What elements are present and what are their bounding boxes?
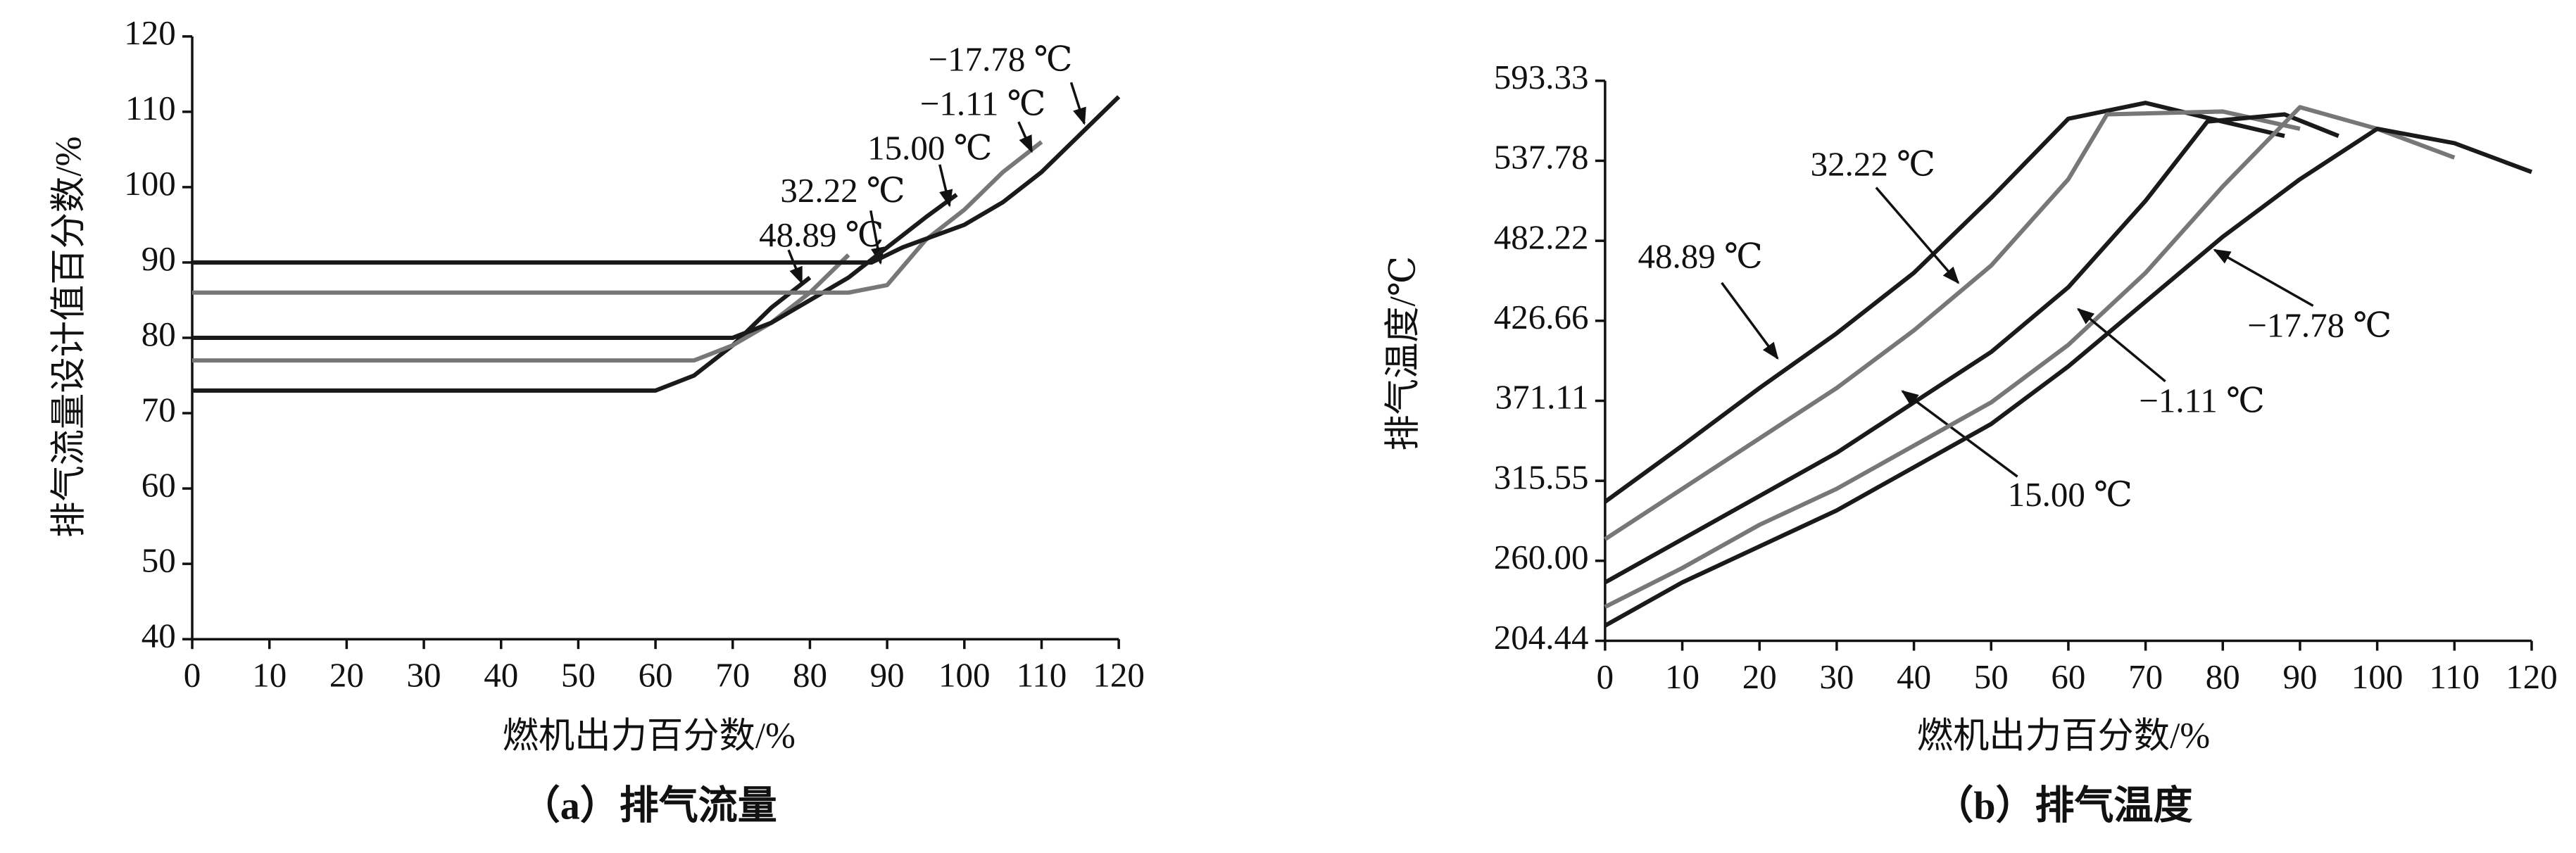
series-label: −1.11 ℃ (2139, 381, 2265, 420)
series-line (1604, 126, 2533, 628)
annotation-arrow (1901, 390, 2018, 478)
y-tick-label: 426.66 (1494, 298, 1589, 336)
series-line (192, 253, 850, 363)
y-tick-label: 482.22 (1494, 217, 1589, 256)
x-tick-label: 10 (252, 655, 287, 694)
x-tick-label: 40 (484, 655, 518, 694)
y-tick-label: 50 (142, 541, 176, 579)
x-tick-label: 80 (2206, 657, 2240, 696)
x-axis-label: 燃机出力百分数/% (1917, 716, 2210, 756)
x-tick-label: 50 (561, 655, 596, 694)
x-tick-label: 30 (1819, 657, 1854, 696)
y-axis-label: 排气温度/℃ (1383, 256, 1423, 451)
series-label: −17.78 ℃ (928, 39, 1072, 78)
annotation-arrow (938, 164, 953, 208)
chart-title: （a）排气流量 (521, 784, 777, 828)
series-label: 48.89 ℃ (759, 215, 884, 254)
y-tick-label: 120 (124, 13, 176, 52)
x-tick-label: 20 (329, 655, 364, 694)
series-label: 32.22 ℃ (780, 171, 905, 210)
chart-title: （b）排气温度 (1934, 784, 2192, 828)
series-line (1604, 105, 2456, 609)
annotation-arrow (2213, 248, 2314, 308)
series-label: −17.78 ℃ (2247, 305, 2392, 344)
x-tick-label: 100 (938, 655, 991, 694)
series-label: 15.00 ℃ (867, 128, 992, 167)
x-tick-label: 0 (1597, 657, 1614, 696)
y-tick-label: 60 (142, 465, 176, 504)
x-tick-label: 60 (2051, 657, 2085, 696)
x-tick-label: 100 (2351, 657, 2403, 696)
x-tick-label: 60 (639, 655, 673, 694)
x-tick-label: 30 (407, 655, 441, 694)
y-tick-label: 204.44 (1494, 618, 1589, 657)
series-label: 15.00 ℃ (2008, 475, 2132, 514)
y-tick-label: 260.00 (1494, 538, 1589, 576)
y-tick-label: 315.55 (1494, 457, 1589, 496)
x-tick-label: 110 (2429, 657, 2480, 696)
series-line (192, 95, 1121, 265)
y-tick-label: 70 (142, 390, 176, 429)
annotation-arrow (1721, 282, 1779, 360)
x-tick-label: 40 (1897, 657, 1931, 696)
annotation-arrow (787, 249, 803, 285)
x-tick-label: 70 (715, 655, 750, 694)
annotation-arrow (1069, 82, 1086, 125)
series-line (1604, 109, 2301, 541)
series-line (192, 193, 958, 341)
x-tick-label: 120 (1093, 655, 1145, 694)
annotation-arrow (1875, 187, 1960, 284)
x-tick-label: 50 (1974, 657, 2009, 696)
x-axis-label: 燃机出力百分数/% (503, 716, 796, 756)
y-tick-label: 371.11 (1495, 378, 1589, 417)
series-label: 32.22 ℃ (1811, 145, 1935, 184)
y-tick-label: 40 (142, 616, 176, 655)
series-line (1604, 112, 2339, 585)
annotation-arrow (2077, 308, 2166, 383)
y-axis-label: 排气流量设计值百分数/% (49, 137, 89, 538)
x-tick-label: 90 (870, 655, 905, 694)
y-tick-label: 110 (125, 89, 176, 127)
annotation-arrow (1017, 121, 1033, 153)
x-tick-label: 90 (2282, 657, 2317, 696)
x-tick-label: 0 (184, 655, 201, 694)
x-tick-label: 120 (2506, 657, 2557, 696)
x-tick-label: 70 (2128, 657, 2163, 696)
series-line (192, 275, 812, 393)
y-tick-label: 100 (124, 164, 176, 203)
x-tick-label: 80 (793, 655, 827, 694)
x-tick-label: 110 (1017, 655, 1067, 694)
y-tick-label: 90 (142, 239, 176, 278)
x-tick-label: 10 (1665, 657, 1699, 696)
y-tick-label: 537.78 (1494, 138, 1589, 177)
y-tick-label: 80 (142, 315, 176, 353)
series-label: 48.89 ℃ (1638, 236, 1763, 275)
series-label: −1.11 ℃ (920, 84, 1046, 122)
y-tick-label: 593.33 (1494, 58, 1589, 96)
x-tick-label: 20 (1742, 657, 1777, 696)
